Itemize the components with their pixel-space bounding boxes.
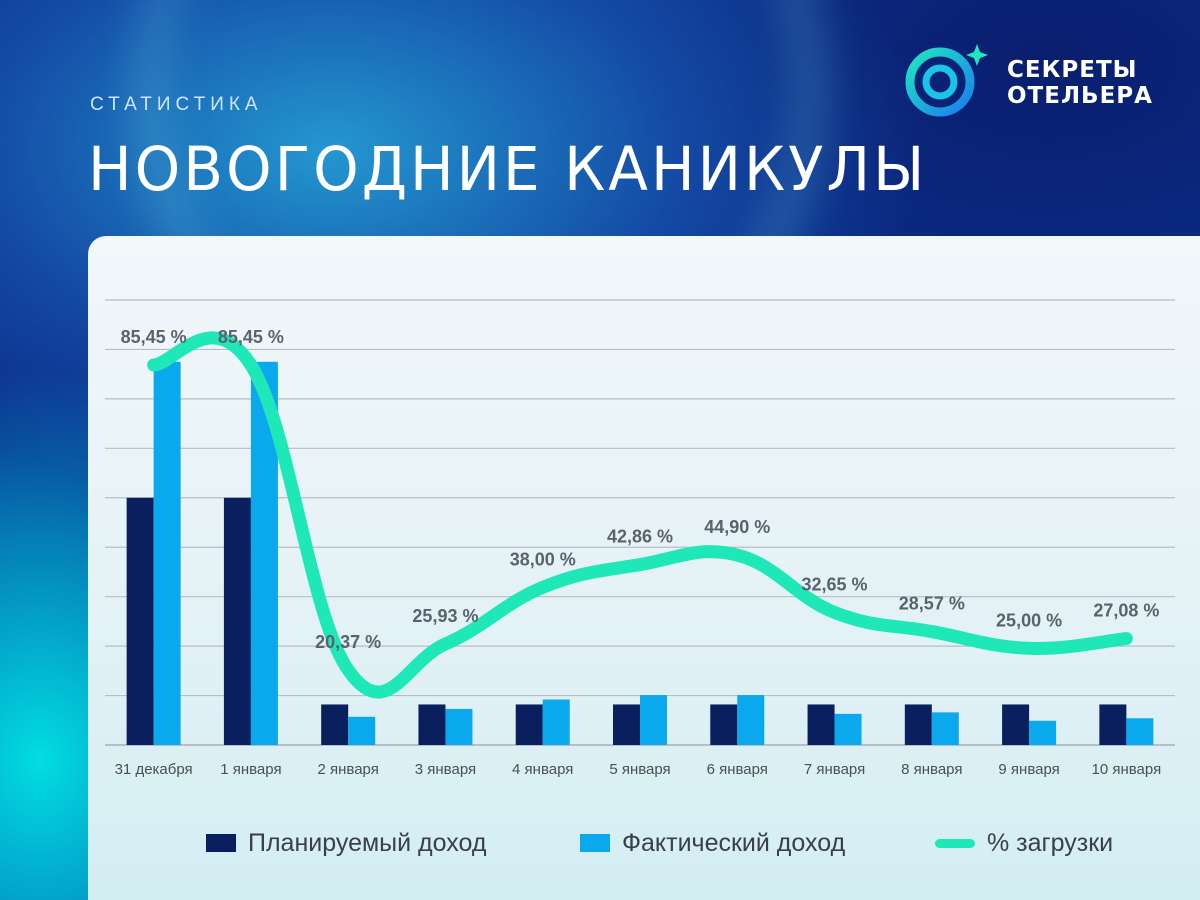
x-tick-label: 1 января [220,761,281,778]
section-label: СТАТИСТИКА [90,94,263,115]
x-tick-label: 2 января [318,761,379,778]
x-tick-label: 3 января [415,761,476,778]
brand-logo: СЕКРЕТЫ ОТЕЛЬЕРА [900,40,1160,120]
bar-actual [542,699,570,745]
bar-planned [418,704,446,745]
data-label: 85,45 % [218,327,284,347]
x-tick-label: 7 января [804,761,865,778]
legend-planned-label: Планируемый доход [248,828,487,857]
legend-load-label: % загрузки [987,828,1114,857]
bar-actual [834,713,862,745]
legend-load-swatch [935,838,975,848]
bar-planned [613,704,640,745]
data-label: 20,37 % [315,632,381,652]
logo-line-1: СЕКРЕТЫ [1007,57,1138,83]
bar-planned [515,704,543,745]
bar-planned [1002,704,1030,745]
bar-actual [1126,718,1154,745]
legend-load: % загрузки [935,826,1113,860]
bar-actual [153,361,181,745]
bar-actual [1029,720,1057,745]
bar-planned [904,704,932,745]
data-label: 25,93 % [412,606,478,626]
legend-planned-swatch [206,834,236,852]
bar-planned [223,497,251,745]
bar-planned [807,704,835,745]
data-label: 27,08 % [1093,601,1159,621]
x-tick-label: 31 декабря [115,761,193,778]
bar-actual [737,695,765,745]
bar-planned [126,497,154,745]
logo-line-2: ОТЕЛЬЕРА [1007,83,1153,109]
x-tick-label: 6 января [707,761,768,778]
legend-actual: Фактический доход [580,826,845,860]
x-tick-label: 9 января [998,761,1059,778]
data-label: 32,65 % [802,574,868,594]
bar-planned [710,704,738,745]
data-label: 28,57 % [899,594,965,614]
load-line [147,331,1133,699]
data-label: 38,00 % [510,549,576,569]
bar-planned [321,704,349,745]
x-tick-label: 5 января [609,761,670,778]
legend-planned: Планируемый доход [206,826,486,860]
bar-actual [445,708,473,745]
legend-actual-swatch [580,834,610,852]
legend-actual-label: Фактический доход [622,828,846,857]
data-label: 44,90 % [704,517,770,537]
bar-actual [931,712,959,745]
bar-actual [640,695,667,745]
bar-actual [348,716,376,745]
logo-ring-icon [905,44,988,117]
page-title: НОВОГОДНИЕ КАНИКУЛЫ [88,133,928,205]
data-label: 85,45 % [121,327,187,347]
bar-planned [1099,704,1127,745]
x-tick-label: 4 января [512,761,573,778]
data-label: 25,00 % [996,610,1062,630]
x-tick-label: 8 января [901,761,962,778]
x-tick-label: 10 января [1092,761,1162,778]
data-label: 42,86 % [607,527,673,547]
